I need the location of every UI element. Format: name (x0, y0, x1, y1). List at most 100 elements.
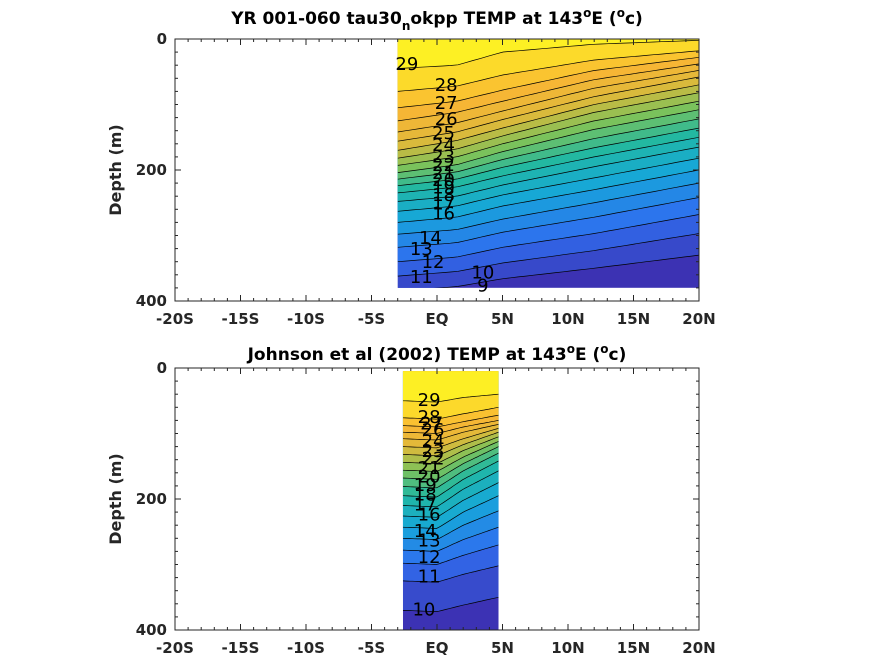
chart-title: YR 001-060 tau30nokpp TEMP at 143oE (oc) (230, 6, 643, 33)
contour-line-15 (397, 157, 699, 212)
contour-label: 28 (418, 407, 441, 428)
contour-line-21 (397, 100, 699, 166)
y-axis-label: Depth (m) (106, 124, 125, 216)
x-tick-label: 5N (491, 310, 514, 328)
contour-label: 27 (420, 413, 443, 434)
contour-line-12 (397, 197, 699, 248)
contour-label: 16 (432, 204, 455, 225)
contour-line-21 (402, 441, 499, 472)
y-tick-label: 200 (136, 161, 167, 179)
title-part: Johnson et al (2002) TEMP at 143 (247, 345, 567, 365)
x-tick-label: 10N (551, 639, 584, 656)
contour-line-27 (402, 414, 499, 428)
contour-line-26 (397, 63, 699, 122)
contour-line-9 (434, 254, 699, 288)
contour-label: 19 (432, 177, 455, 198)
x-tick-label: 15N (617, 639, 650, 656)
contour-label: 11 (418, 567, 441, 588)
contour-line-28 (402, 406, 499, 420)
contour-label: 13 (418, 531, 441, 552)
contour-label: 17 (432, 194, 455, 215)
y-tick-label: 400 (136, 292, 167, 310)
contour-label: 11 (410, 267, 433, 288)
contour-line-27 (397, 56, 699, 109)
contour-label: 21 (418, 458, 441, 479)
band-29 (402, 371, 499, 402)
contour-line-23 (397, 84, 699, 151)
contour-line-29 (397, 39, 699, 69)
contour-label: 20 (432, 170, 455, 191)
title-part: o (617, 6, 625, 20)
x-tick-label: 15N (617, 310, 650, 328)
contour-label: 27 (435, 93, 458, 114)
contour-label: 10 (471, 262, 494, 283)
contour-line-16 (402, 482, 499, 518)
contour-label: 14 (414, 521, 437, 542)
x-tick-label: -15S (222, 310, 260, 328)
contour-label: 12 (418, 547, 441, 568)
contour-label: 16 (418, 504, 441, 525)
contour-line-11 (402, 565, 499, 583)
contour-line-25 (397, 70, 699, 133)
contour-label: 22 (432, 155, 455, 176)
contour-line-29 (402, 393, 499, 403)
contour-line-10 (402, 596, 499, 612)
x-tick-label: -15S (222, 639, 260, 656)
contour-label: 23 (432, 147, 455, 168)
contour-line-14 (397, 169, 699, 223)
contour-line-17 (397, 136, 699, 194)
title-part: okpp TEMP at 143 (410, 9, 583, 29)
contour-label: 18 (414, 485, 437, 506)
contour-line-17 (402, 470, 499, 508)
contour-line-24 (402, 427, 499, 449)
y-axis-label: Depth (m) (106, 453, 125, 545)
x-tick-label: 10N (551, 310, 584, 328)
contour-label: 9 (477, 276, 488, 297)
contour-line-22 (397, 92, 699, 159)
x-tick-label: -5S (358, 310, 385, 328)
x-tick-label: -5S (358, 639, 385, 656)
chart-title: Johnson et al (2002) TEMP at 143oE (oc) (247, 342, 627, 365)
contour-label: 21 (432, 163, 455, 184)
contour-line-19 (397, 118, 699, 180)
contour-label: 10 (412, 599, 435, 620)
contour-label: 29 (395, 54, 418, 75)
title-part: E ( (575, 345, 600, 365)
contour-line-13 (402, 526, 499, 552)
x-tick-label: EQ (426, 639, 449, 656)
contour-line-15 (402, 495, 499, 529)
temperature-field (402, 371, 499, 630)
contour-label: 19 (414, 475, 437, 496)
title-part: E ( (591, 9, 616, 29)
contour-label: 17 (414, 495, 437, 516)
contour-line-16 (397, 146, 699, 202)
contour-label: 29 (418, 390, 441, 411)
contour-label: 22 (422, 449, 445, 470)
contour-label: 18 (432, 185, 455, 206)
y-tick-label: 400 (136, 621, 167, 639)
title-part: c) (625, 9, 643, 29)
contour-line-20 (397, 109, 699, 173)
contour-line-11 (397, 214, 699, 263)
x-tick-label: -10S (287, 639, 325, 656)
contour-line-18 (402, 460, 499, 498)
x-tick-label: -20S (156, 639, 194, 656)
x-tick-label: -10S (287, 310, 325, 328)
contour-label: 12 (422, 252, 445, 273)
contour-label: 20 (418, 466, 441, 487)
x-tick-label: 20N (682, 639, 715, 656)
x-tick-label: EQ (426, 310, 449, 328)
y-tick-label: 0 (157, 30, 167, 48)
title-part: o (583, 6, 591, 20)
contour-label: 26 (422, 420, 445, 441)
contour-label: 26 (435, 109, 458, 130)
title-part: YR 001-060 tau30 (230, 9, 402, 29)
band-29 (397, 39, 699, 69)
contour-line-12 (402, 544, 499, 565)
contour-line-13 (397, 182, 699, 235)
x-tick-label: 20N (682, 310, 715, 328)
y-tick-label: 200 (136, 490, 167, 508)
